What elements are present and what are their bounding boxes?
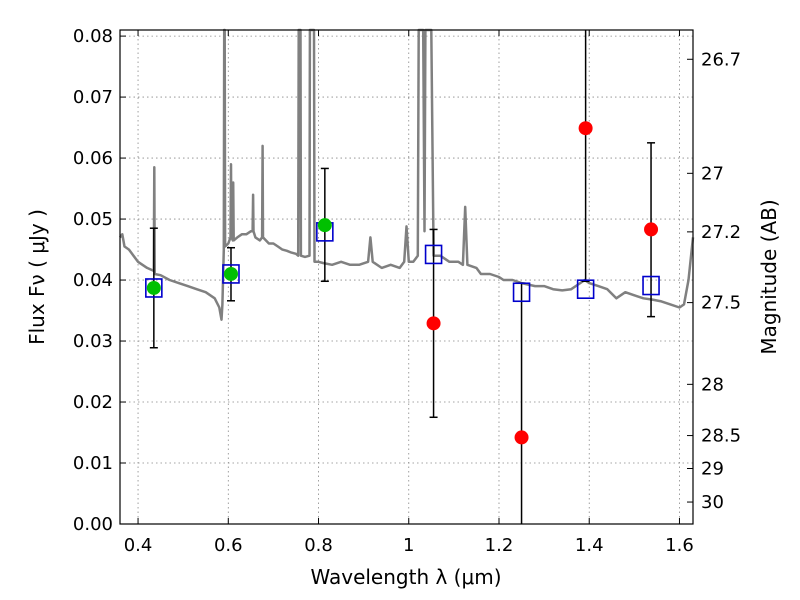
y2-tick-label: 30 [701,492,724,513]
y-tick-label: 0.02 [73,392,113,413]
y2-tick-label: 29 [701,459,724,480]
x-tick-label: 0.4 [124,535,153,556]
y-tick-label: 0.07 [73,87,113,108]
y2-axis-title: Magnitude (AB) [757,199,781,354]
y2-tick-label: 28.5 [701,426,741,447]
y-tick-label: 0.01 [73,453,113,474]
x-tick-label: 1.4 [575,535,604,556]
detected-point [223,266,238,281]
y2-tick-label: 27 [701,163,724,184]
x-tick-label: 1.2 [485,535,514,556]
y2-tick-label: 27.5 [701,293,741,314]
y-axis-title: Flux Fν ( μJy ) [25,209,49,345]
y-tick-label: 0.03 [73,331,113,352]
model-photometry-square [642,275,660,296]
data-points-layer [145,121,660,445]
low-snr-point [644,222,659,237]
x-tick-label: 1.6 [665,535,694,556]
low-snr-point [514,430,529,445]
model-photometry-square [222,264,240,284]
y2-tick-label: 26.7 [701,49,741,70]
model-photometry-square [424,244,443,265]
axis-ticks: 0.4 0.6 0.8 1 1.2 1.4 1.6 0.00 0.01 0.02 0.03 0.04 0… [73,26,741,556]
x-tick-label: 1 [403,535,414,556]
plot-frame [119,29,694,525]
y-tick-label: 0.04 [73,270,113,291]
y-tick-label: 0.05 [73,209,113,230]
plot-background [120,30,693,524]
model-photometry-square [576,279,595,299]
detected-point [146,280,161,295]
model-photometry-square [145,278,163,298]
grid [120,30,693,525]
y2-tick-label: 27.2 [701,222,741,243]
low-snr-point [426,316,441,331]
y-tick-label: 0.06 [73,148,113,169]
x-tick-label: 0.8 [304,535,333,556]
y-tick-label: 0.08 [73,26,113,47]
y-tick-label: 0.00 [73,514,113,535]
model-photometry-square [512,282,531,303]
y2-tick-label: 28 [701,374,724,395]
detected-point [317,218,332,233]
model-spectrum-line [118,28,695,321]
low-snr-point [578,121,593,136]
x-axis-title: Wavelength λ (μm) [310,565,501,589]
model-spectrum-layer [118,28,695,321]
x-tick-label: 0.6 [214,535,243,556]
